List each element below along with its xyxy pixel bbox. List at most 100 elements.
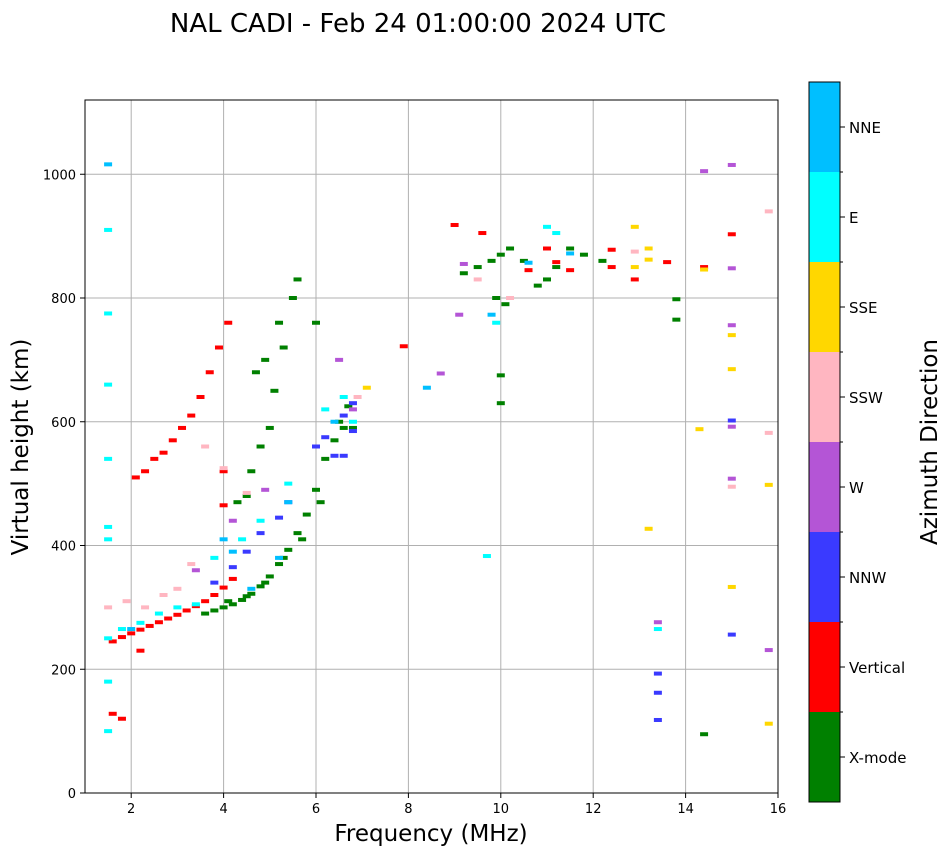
data-point-vertical bbox=[228, 576, 237, 581]
data-point-w bbox=[727, 424, 736, 429]
data-point-nne bbox=[524, 260, 533, 265]
data-point-xmode bbox=[270, 388, 279, 393]
data-points bbox=[104, 162, 773, 737]
data-point-e bbox=[173, 605, 182, 610]
data-point-xmode bbox=[293, 531, 302, 536]
data-point-ssw bbox=[219, 466, 228, 471]
data-point-nnw bbox=[210, 580, 219, 585]
data-point-xmode bbox=[519, 258, 528, 263]
data-point-nnw bbox=[653, 717, 662, 722]
plot-background bbox=[85, 100, 778, 793]
colorbar-segment bbox=[809, 262, 840, 352]
data-point-nnw bbox=[275, 515, 284, 520]
y-tick-label: 400 bbox=[51, 540, 76, 555]
data-point-vertical bbox=[141, 469, 150, 474]
data-point-e bbox=[653, 627, 662, 632]
data-point-vertical bbox=[159, 450, 168, 455]
data-point-vertical bbox=[630, 277, 639, 282]
data-point-e bbox=[104, 382, 113, 387]
data-point-xmode bbox=[496, 401, 505, 406]
data-point-vertical bbox=[201, 599, 210, 604]
data-point-xmode bbox=[261, 357, 270, 362]
data-point-xmode bbox=[265, 425, 274, 430]
data-point-sse bbox=[727, 333, 736, 338]
data-point-xmode bbox=[672, 317, 681, 322]
data-point-sse bbox=[644, 526, 653, 531]
data-point-xmode bbox=[339, 425, 348, 430]
data-point-nnw bbox=[256, 531, 265, 536]
data-point-nne bbox=[104, 162, 113, 167]
data-point-xmode bbox=[700, 732, 709, 737]
data-point-xmode bbox=[344, 404, 353, 409]
data-point-vertical bbox=[205, 370, 214, 375]
data-point-xmode bbox=[265, 574, 274, 579]
data-point-nne bbox=[422, 385, 431, 390]
data-point-e bbox=[552, 231, 561, 236]
data-point-vertical bbox=[173, 612, 182, 617]
data-point-vertical bbox=[450, 222, 459, 227]
data-point-ssw bbox=[506, 296, 515, 300]
y-axis-ticks: 0 200 400 600 800 1000 bbox=[43, 168, 85, 802]
data-point-ssw bbox=[122, 599, 131, 604]
data-point-xmode bbox=[284, 547, 293, 552]
data-point-nne bbox=[127, 627, 136, 632]
data-point-xmode bbox=[275, 562, 284, 567]
data-point-ssw bbox=[187, 562, 196, 567]
data-point-nne bbox=[330, 419, 339, 424]
data-point-vertical bbox=[136, 648, 145, 653]
data-point-xmode bbox=[459, 271, 468, 276]
colorbar-tick-label: Vertical bbox=[849, 659, 905, 677]
data-point-vertical bbox=[399, 344, 408, 349]
colorbar-label: Azimuth Direction bbox=[917, 339, 943, 545]
x-axis-ticks: 2 4 6 8 10 12 14 16 bbox=[127, 793, 786, 817]
data-point-xmode bbox=[302, 512, 311, 517]
data-point-vertical bbox=[182, 608, 191, 613]
data-point-xmode bbox=[496, 373, 505, 378]
data-point-e bbox=[284, 481, 293, 486]
data-point-xmode bbox=[543, 277, 551, 282]
x-tick-label: 14 bbox=[677, 802, 694, 817]
data-point-xmode bbox=[312, 487, 320, 492]
data-point-vertical bbox=[607, 247, 616, 252]
data-point-xmode bbox=[228, 602, 237, 607]
data-point-xmode bbox=[210, 608, 219, 613]
data-point-sse bbox=[695, 427, 704, 432]
data-point-xmode bbox=[247, 469, 256, 474]
data-point-vertical bbox=[164, 616, 173, 621]
data-point-xmode bbox=[279, 555, 288, 560]
data-point-ssw bbox=[630, 249, 639, 254]
colorbar-tick-label: X-mode bbox=[849, 749, 906, 767]
data-point-e bbox=[104, 679, 113, 684]
data-point-vertical bbox=[127, 631, 136, 636]
y-tick-label: 200 bbox=[51, 663, 76, 678]
data-point-xmode bbox=[501, 302, 510, 307]
data-point-vertical bbox=[219, 503, 228, 508]
data-point-sse bbox=[644, 257, 653, 262]
data-point-vertical bbox=[663, 260, 672, 265]
data-point-w bbox=[727, 323, 736, 328]
data-point-ssw bbox=[727, 484, 736, 489]
colorbar-segment bbox=[809, 352, 840, 442]
data-point-nnw bbox=[653, 671, 662, 676]
data-point-sse bbox=[362, 385, 371, 390]
data-point-sse bbox=[727, 367, 736, 372]
data-point-e bbox=[191, 602, 200, 607]
colorbar-tick-label: NNE bbox=[849, 119, 881, 137]
data-point-nnw bbox=[348, 429, 357, 434]
data-point-xmode bbox=[238, 597, 247, 602]
data-point-nne bbox=[247, 586, 256, 591]
data-point-vertical bbox=[145, 623, 154, 628]
data-point-w bbox=[348, 407, 357, 412]
data-point-nne bbox=[219, 537, 228, 542]
data-point-sse bbox=[700, 267, 709, 272]
x-tick-label: 8 bbox=[404, 802, 412, 817]
data-point-xmode bbox=[487, 258, 496, 263]
data-point-nnw bbox=[321, 435, 330, 440]
data-point-e bbox=[104, 537, 113, 542]
data-point-vertical bbox=[117, 716, 126, 721]
data-point-w bbox=[455, 312, 464, 317]
data-point-sse bbox=[644, 246, 653, 251]
data-point-nne bbox=[566, 251, 575, 256]
data-point-w bbox=[700, 169, 709, 174]
